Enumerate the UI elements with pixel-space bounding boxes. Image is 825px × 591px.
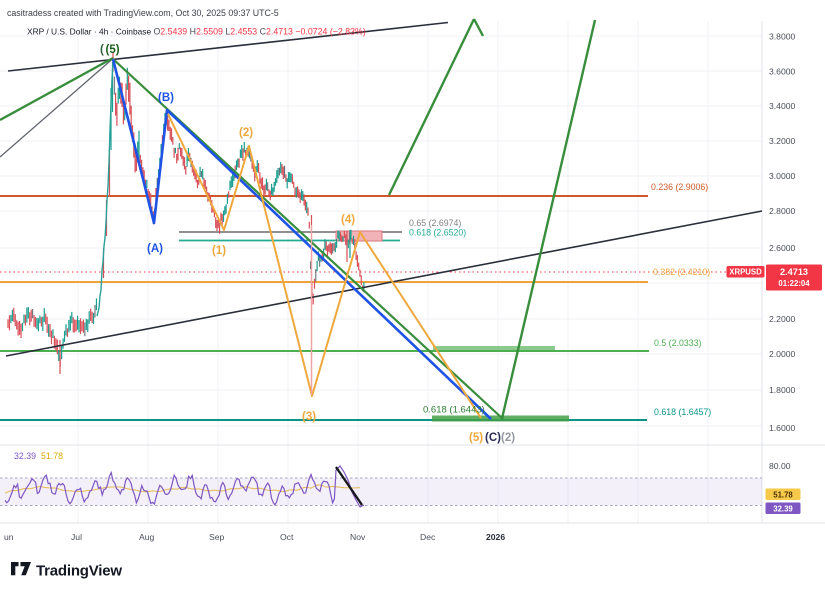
- svg-text:0.618 (2.6520): 0.618 (2.6520): [409, 228, 466, 238]
- svg-text:(B): (B): [158, 92, 174, 104]
- svg-text:01:22:04: 01:22:04: [778, 279, 810, 288]
- svg-text:(5): (5): [469, 432, 483, 444]
- svg-text:51.78: 51.78: [773, 491, 793, 500]
- svg-text:0.618 (1.6457): 0.618 (1.6457): [654, 407, 711, 417]
- svg-text:3.4000: 3.4000: [769, 101, 796, 111]
- svg-text:2.2000: 2.2000: [769, 314, 796, 324]
- svg-text:Aug: Aug: [139, 532, 155, 542]
- svg-text:3.8000: 3.8000: [769, 32, 796, 42]
- svg-text:0.65 (2.6974): 0.65 (2.6974): [409, 218, 461, 228]
- svg-text:Oct: Oct: [280, 532, 294, 542]
- svg-text:(2): (2): [501, 432, 515, 444]
- svg-text:2.6000: 2.6000: [769, 243, 796, 253]
- svg-text:(1): (1): [212, 245, 226, 257]
- svg-text:casitradess created with Tradi: casitradess created with TradingView.com…: [7, 8, 279, 18]
- svg-text:2026: 2026: [486, 532, 505, 542]
- svg-text:3.2000: 3.2000: [769, 136, 796, 146]
- svg-text:(3): (3): [302, 411, 316, 423]
- svg-text:un: un: [4, 532, 14, 542]
- svg-text:Sep: Sep: [209, 532, 225, 542]
- svg-text:3.0000: 3.0000: [769, 171, 796, 181]
- svg-text:0.236 (2.9006): 0.236 (2.9006): [651, 182, 708, 192]
- svg-text:2.4713: 2.4713: [780, 267, 808, 277]
- svg-text:(C): (C): [485, 432, 501, 444]
- svg-text:2.0000: 2.0000: [769, 349, 796, 359]
- svg-text:51.78: 51.78: [41, 451, 63, 461]
- svg-text:32.39: 32.39: [14, 451, 36, 461]
- svg-text:(A): (A): [147, 243, 163, 255]
- svg-text:(2): (2): [239, 127, 253, 139]
- svg-text:0.5 (2.0333): 0.5 (2.0333): [654, 338, 702, 348]
- svg-text:(4): (4): [341, 214, 355, 226]
- svg-text:3.6000: 3.6000: [769, 67, 796, 77]
- svg-text:80.00: 80.00: [769, 461, 791, 471]
- svg-text:0.618 (1.6443): 0.618 (1.6443): [423, 405, 485, 416]
- svg-text:(: (: [100, 44, 104, 56]
- svg-text:XRP / U.S. Dollar · 4h · Coinb: XRP / U.S. Dollar · 4h · Coinbase O2.543…: [27, 27, 366, 37]
- svg-text:2.8000: 2.8000: [769, 206, 796, 216]
- svg-text:Dec: Dec: [420, 532, 436, 542]
- svg-text:TradingView: TradingView: [36, 563, 122, 580]
- svg-text:1.6000: 1.6000: [769, 423, 796, 433]
- svg-text:1.8000: 1.8000: [769, 385, 796, 395]
- svg-text:(5): (5): [106, 44, 120, 56]
- svg-text:XRPUSD: XRPUSD: [729, 268, 762, 277]
- svg-text:32.39: 32.39: [773, 505, 793, 514]
- svg-text:Nov: Nov: [350, 532, 366, 542]
- svg-text:Jul: Jul: [71, 532, 82, 542]
- svg-text:0.382 (2.4210): 0.382 (2.4210): [653, 267, 710, 277]
